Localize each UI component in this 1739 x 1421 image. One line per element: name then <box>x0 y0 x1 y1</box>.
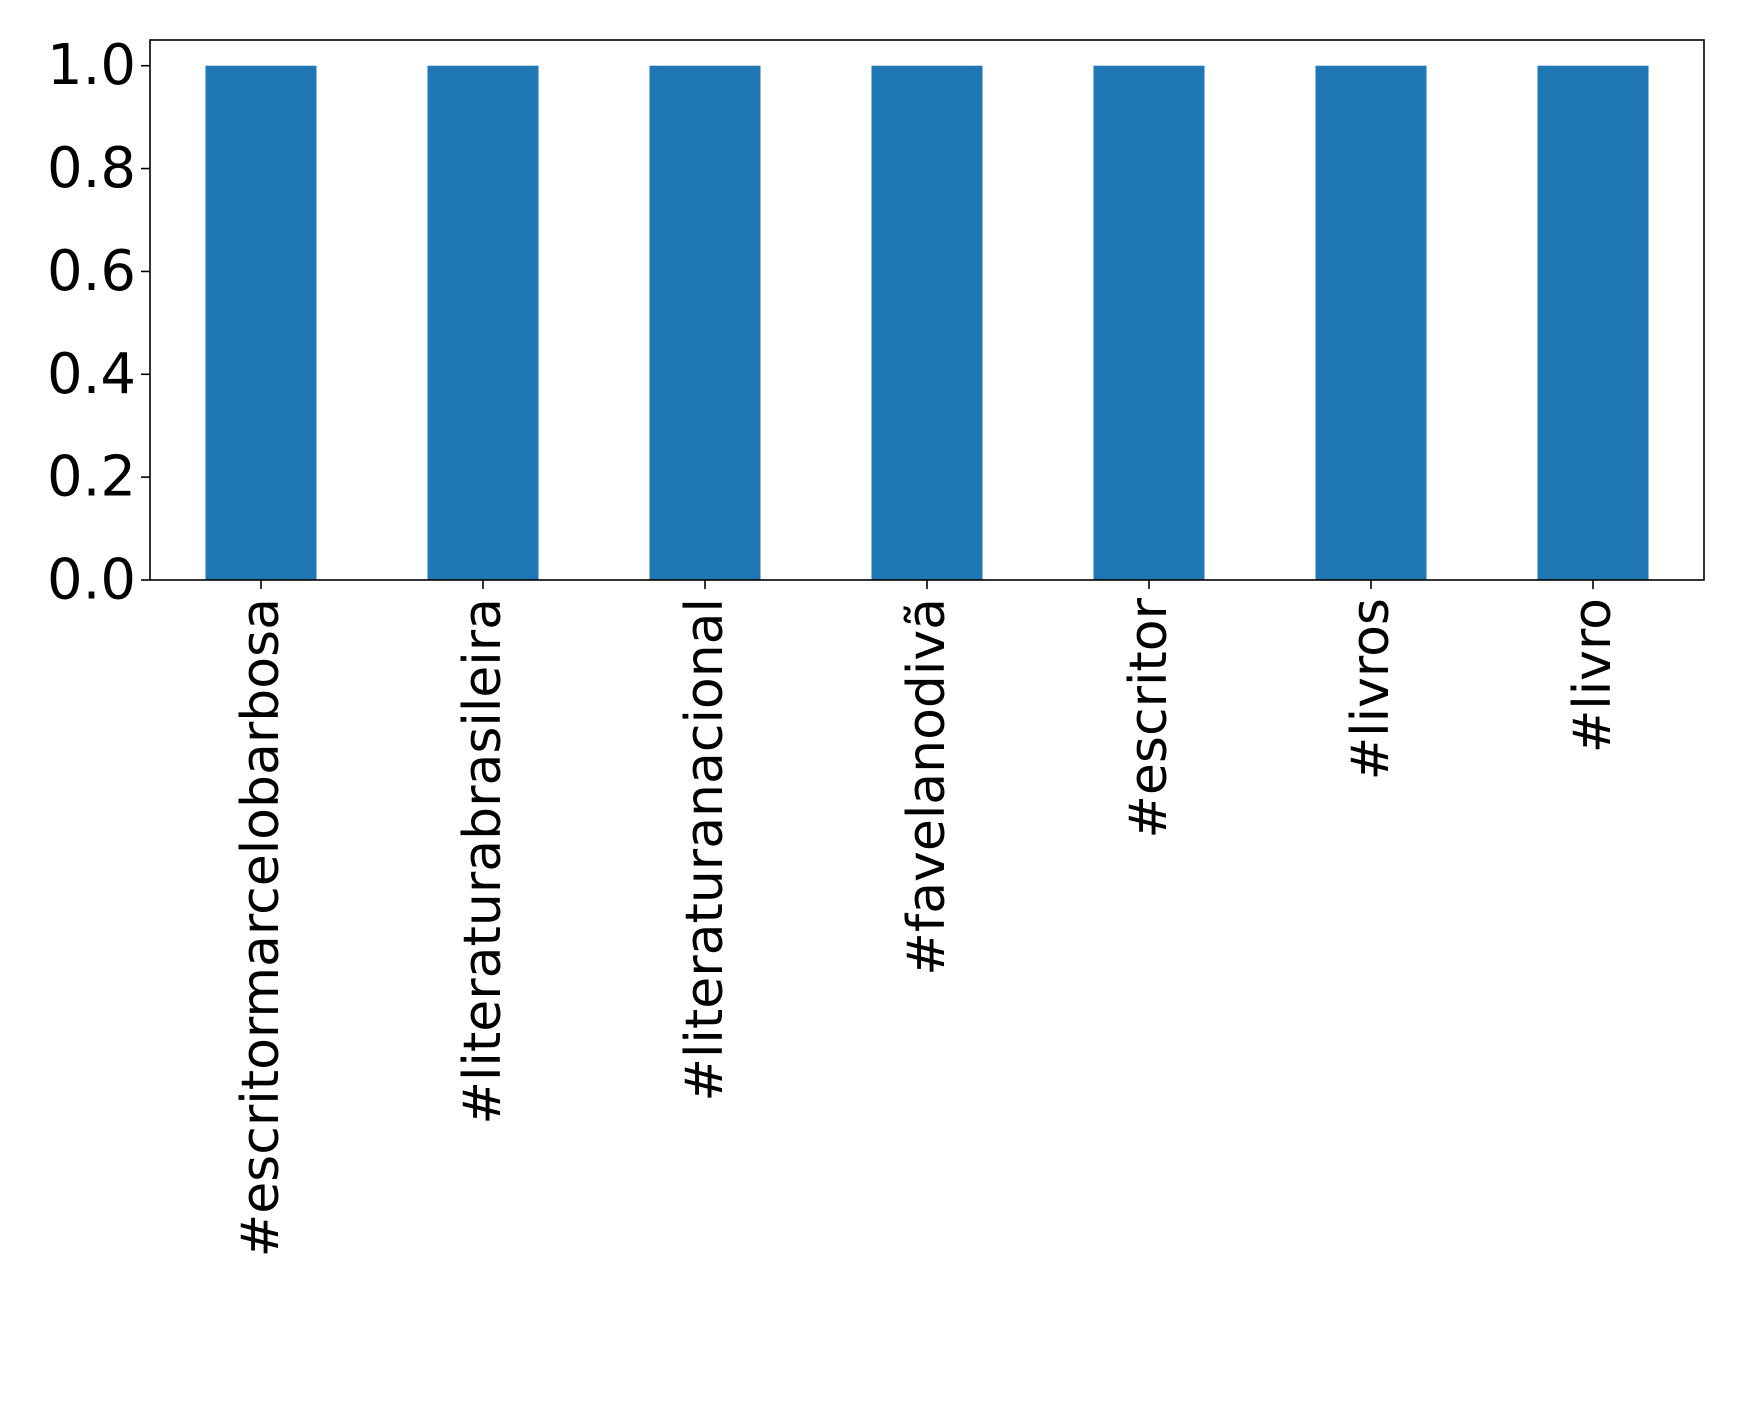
x-tick-label: #livros <box>1341 598 1401 780</box>
y-tick-label: 1.0 <box>47 33 136 98</box>
bar <box>649 65 761 580</box>
y-axis: 0.0 0.2 0.4 0.6 0.8 1.0 <box>47 33 150 613</box>
x-axis: #escritormarcelobarbosa #literaturabrasil… <box>231 580 1623 1257</box>
x-tick-label: #escritormarcelobarbosa <box>231 598 291 1257</box>
bar <box>427 65 539 580</box>
bar <box>1537 65 1649 580</box>
x-tick-label: #escritor <box>1119 597 1179 838</box>
x-tick-label: #literaturanacional <box>675 598 735 1102</box>
x-tick-label: #literaturabrasileira <box>453 598 513 1125</box>
y-tick-label: 0.2 <box>47 445 136 510</box>
y-tick-label: 0.6 <box>47 239 136 304</box>
bars-group <box>205 65 1649 580</box>
y-tick-label: 0.8 <box>47 136 136 201</box>
bar <box>871 65 983 580</box>
plot-frame <box>149 39 1705 581</box>
y-tick-label: 0.0 <box>47 548 136 613</box>
bar <box>1315 65 1427 580</box>
y-tick-label: 0.4 <box>47 342 136 407</box>
x-tick-label: #favelanodivã <box>897 598 957 976</box>
bar <box>1093 65 1205 580</box>
x-tick-label: #livro <box>1563 598 1623 753</box>
bar <box>205 65 317 580</box>
